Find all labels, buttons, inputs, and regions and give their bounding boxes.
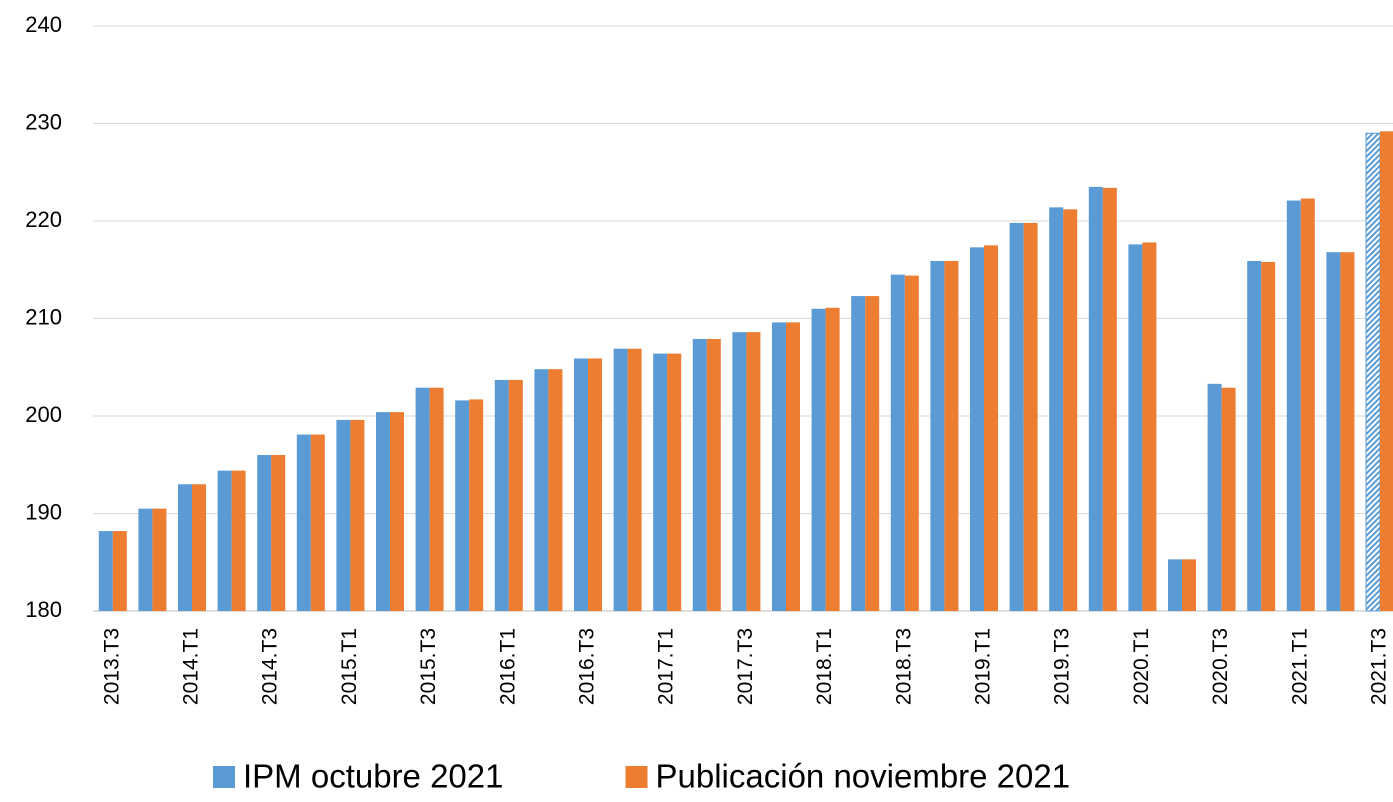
bar [653,353,668,611]
x-tick-label: 2019.T1 [972,628,995,705]
x-tick-label: 2019.T3 [1051,628,1074,705]
bar [1168,559,1182,611]
legend-label: IPM octubre 2021 [243,758,504,795]
bar [825,307,840,611]
x-tick-label: 2015.T1 [338,628,361,705]
bar [231,470,246,611]
y-tick-label: 190 [25,499,62,524]
x-tick-label: 2021.T3 [1368,628,1391,705]
bar [296,434,311,611]
bar [1365,132,1381,612]
bar [1009,222,1024,611]
y-tick-label: 240 [25,12,62,37]
bar [534,369,549,611]
legend-label: Publicación noviembre 2021 [656,758,1071,795]
bar [257,455,272,611]
bar [1142,242,1157,611]
x-tick-label: 2014.T3 [259,628,282,705]
bar [613,348,628,611]
bar [1247,260,1262,611]
y-tick-label: 220 [25,207,62,232]
x-tick-label: 2016.T3 [576,628,599,705]
bar [588,358,602,611]
bar [865,296,880,611]
x-tick-label: 2016.T1 [496,628,519,705]
bar [786,322,800,611]
bar [336,419,351,611]
bar [1300,198,1315,611]
x-tick-label: 2020.T3 [1209,628,1232,705]
y-tick-label: 230 [25,109,62,134]
bar [1286,200,1301,611]
bar [1023,222,1038,611]
bar [1102,187,1117,611]
bar [1088,186,1103,611]
bar [494,379,509,611]
bar [469,399,484,611]
bar [1221,387,1236,611]
bar [1049,207,1064,611]
bar [271,455,286,611]
bar [970,247,984,611]
bar [1380,131,1393,612]
bar [1063,209,1078,612]
bar [390,412,404,611]
bar [706,338,721,611]
bar [178,484,192,611]
bar [890,274,905,611]
bar [1340,252,1355,611]
legend-swatch [213,766,235,788]
bar [732,332,747,611]
bar [1207,383,1222,611]
x-tick-label: 2017.T1 [655,628,678,705]
x-tick-label: 2020.T1 [1130,628,1153,705]
bar [944,260,959,611]
bar [429,387,444,611]
bar [574,358,588,611]
x-tick-label: 2014.T1 [180,628,203,705]
bar [1261,261,1276,611]
bar [138,508,153,611]
bar [692,338,707,611]
bar [310,434,325,611]
bar [1326,252,1341,611]
bar [627,348,642,611]
bar [851,296,866,611]
x-tick-label: 2015.T3 [417,628,440,705]
bar [772,322,786,611]
bar [811,308,826,611]
y-tick-label: 200 [25,402,62,427]
bar [746,332,761,611]
legend-swatch [625,766,648,788]
bar [217,470,232,611]
bar [1182,559,1196,611]
x-tick-label: 2017.T3 [734,628,757,705]
bar [192,484,206,611]
bar [376,412,390,611]
bar [984,245,998,611]
y-tick-label: 180 [25,597,62,622]
y-tick-label: 210 [25,304,62,329]
x-tick-label: 2018.T1 [813,628,836,705]
bar [415,387,430,611]
bar [98,531,113,611]
bar [904,275,919,611]
bar [930,260,945,611]
bar [112,531,127,611]
bar [1128,244,1143,611]
x-tick-label: 2018.T3 [892,628,915,705]
bar [350,419,365,611]
bar [667,353,682,611]
bar [455,400,470,611]
x-tick-label: 2013.T3 [100,628,123,705]
x-tick-label: 2021.T1 [1288,628,1311,705]
bar [152,508,167,611]
bar [548,369,563,611]
bar [508,379,523,611]
